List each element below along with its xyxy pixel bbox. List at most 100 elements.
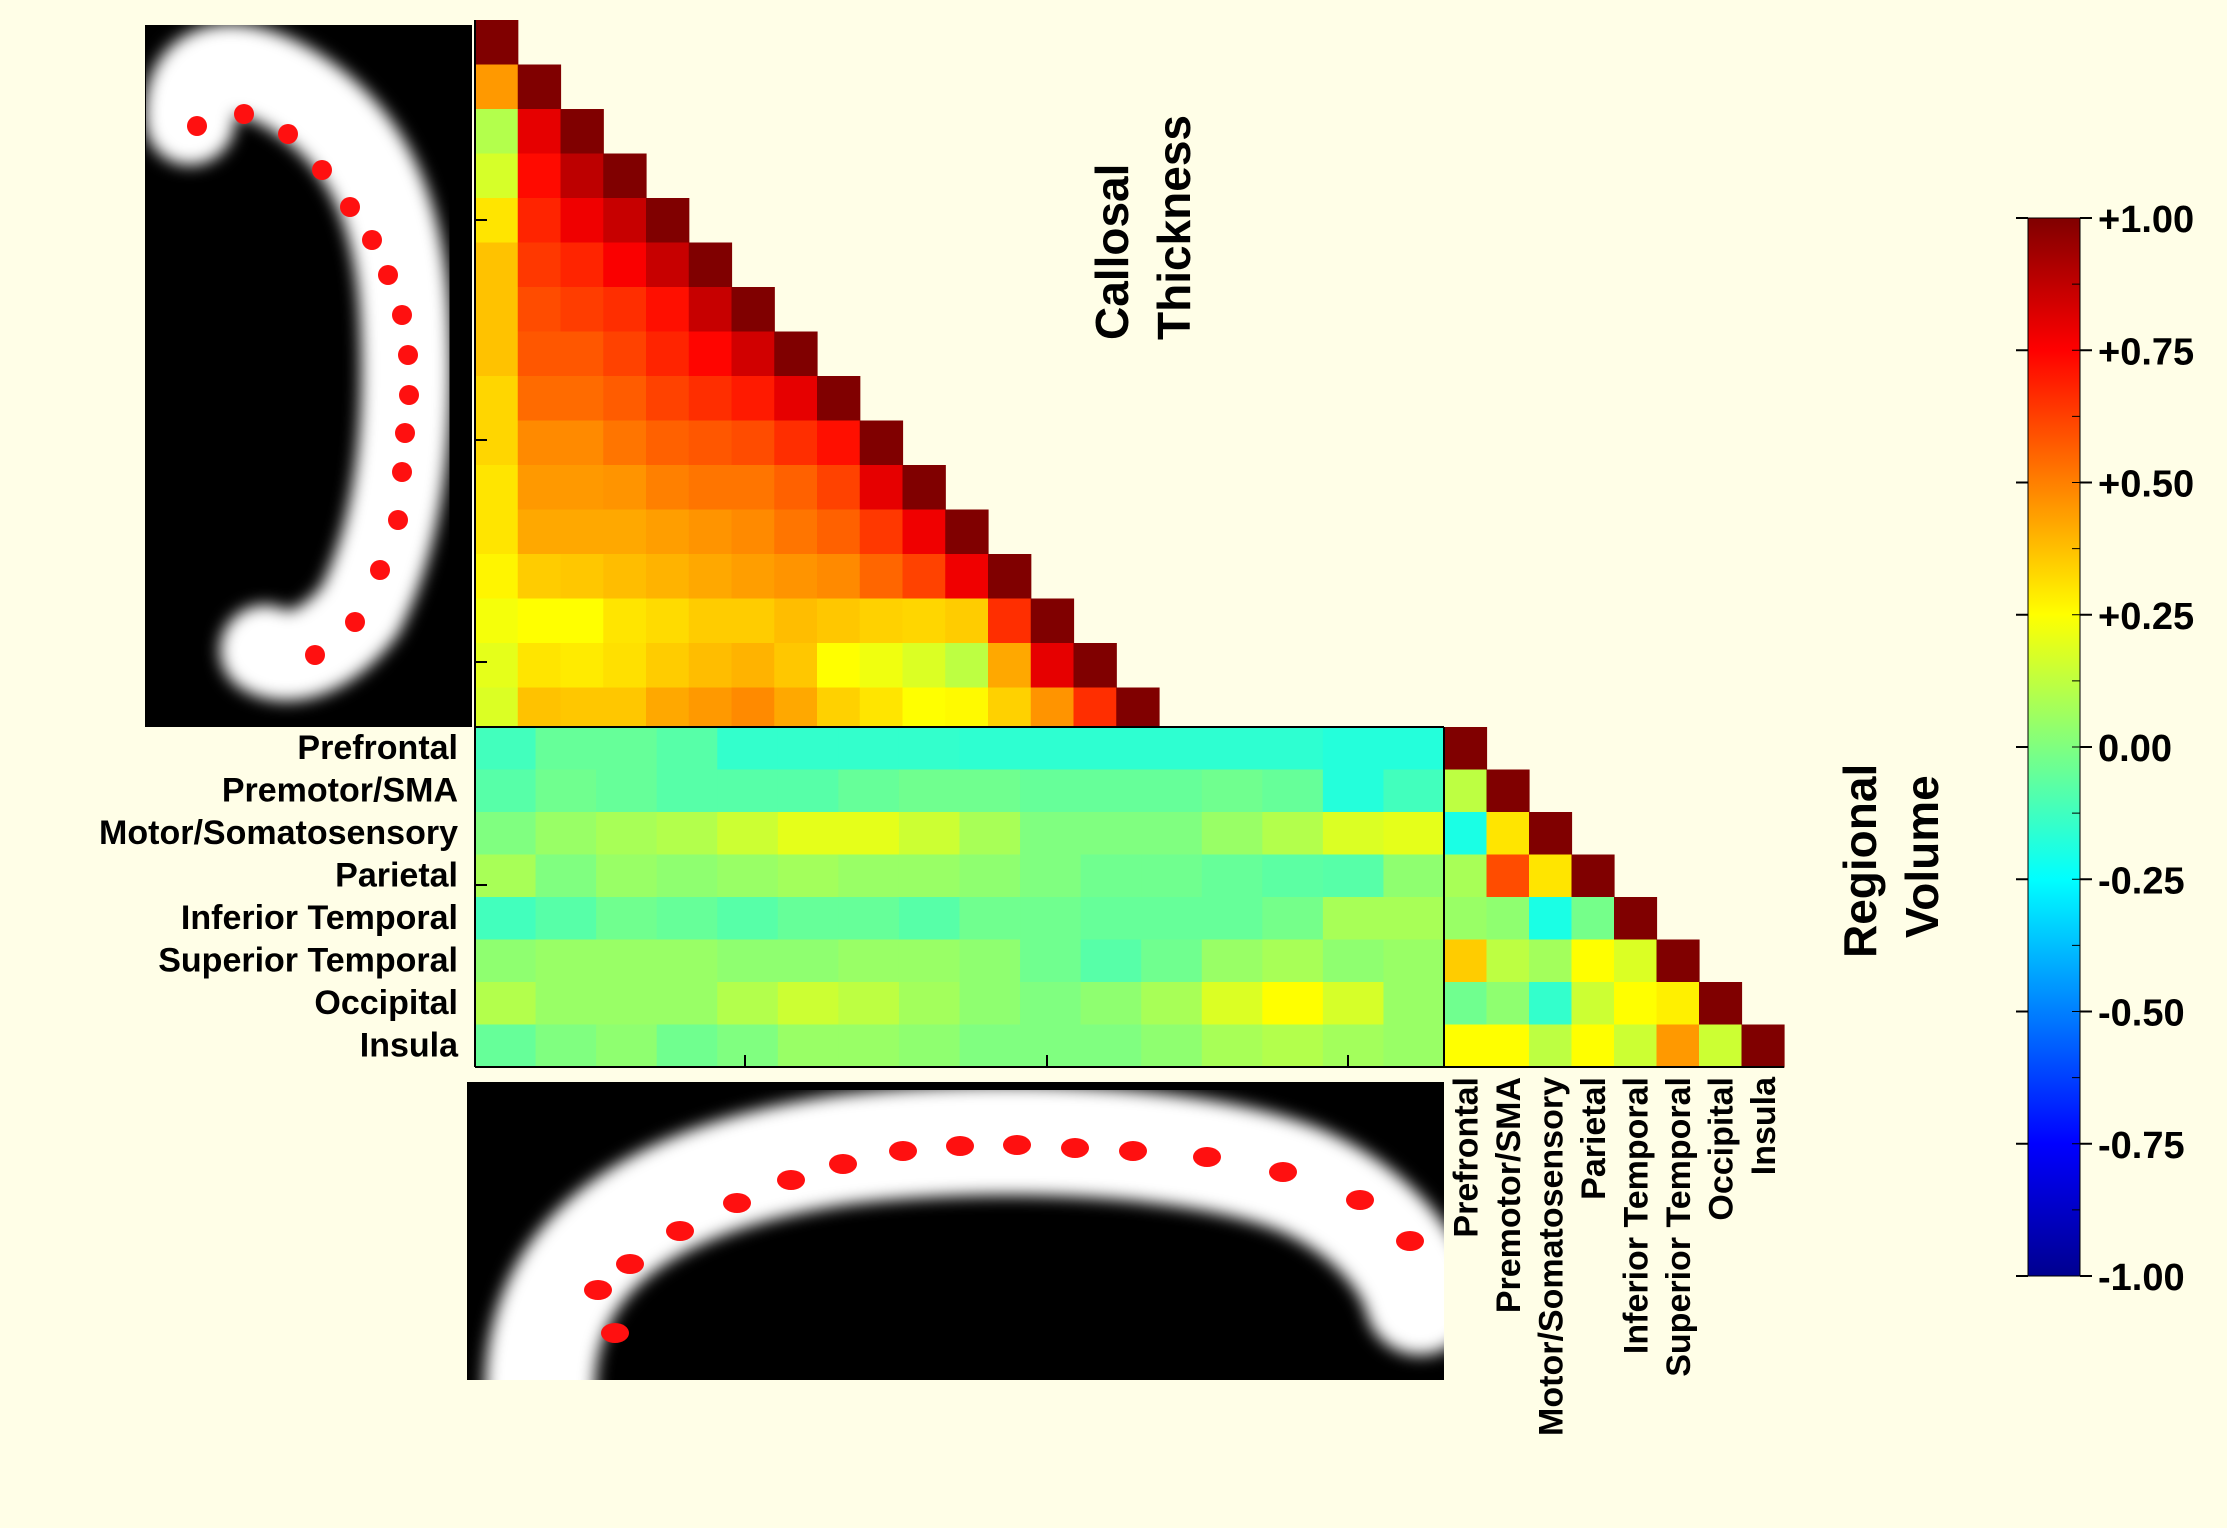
cell-cross-0-4 <box>717 727 779 771</box>
cell-regional-6-5 <box>1656 982 1700 1026</box>
cell-cross-7-14 <box>1322 1024 1385 1068</box>
colorbar-label-7: -0.75 <box>2098 1125 2185 1167</box>
cell-callosal-10-0 <box>475 465 519 511</box>
cell-cross-2-1 <box>535 812 597 856</box>
cell-callosal-2-0 <box>475 109 519 155</box>
cell-cross-6-3 <box>656 982 718 1026</box>
cell-callosal-5-4 <box>646 242 690 288</box>
cell-cross-1-13 <box>1262 769 1324 813</box>
cell-cross-2-10 <box>1080 812 1142 856</box>
cell-callosal-7-5 <box>688 331 733 377</box>
cell-callosal-4-2 <box>560 198 604 244</box>
cell-cross-7-7 <box>898 1024 961 1068</box>
cell-callosal-1-1 <box>517 64 562 110</box>
cell-cross-3-15 <box>1383 854 1445 898</box>
cell-callosal-8-1 <box>517 376 562 422</box>
cell-cross-1-8 <box>959 769 1021 813</box>
cell-regional-5-2 <box>1529 939 1573 983</box>
sample-points-bottom <box>584 1135 1424 1343</box>
cell-cross-7-5 <box>777 1024 839 1068</box>
cell-callosal-6-1 <box>517 287 562 333</box>
cell-callosal-12-1 <box>517 554 562 600</box>
row-label-0: Prefrontal <box>297 729 458 767</box>
cell-callosal-10-4 <box>646 465 690 511</box>
cell-callosal-14-9 <box>859 643 904 689</box>
regional-title-line-1: Regional <box>1834 764 1886 958</box>
cell-callosal-8-8 <box>817 376 861 422</box>
cell-cross-2-9 <box>1020 812 1082 856</box>
cell-callosal-5-3 <box>603 242 647 288</box>
cell-regional-7-7 <box>1741 1024 1785 1068</box>
cell-cross-4-2 <box>596 897 658 941</box>
cell-cross-6-2 <box>596 982 658 1026</box>
cell-callosal-6-2 <box>560 287 604 333</box>
cell-callosal-8-2 <box>560 376 604 422</box>
cell-cross-2-8 <box>959 812 1021 856</box>
sample-dot-bottom-5 <box>777 1170 805 1190</box>
cell-cross-5-5 <box>777 939 839 983</box>
sample-points-left <box>187 104 419 665</box>
cell-cross-4-9 <box>1020 897 1082 941</box>
cell-callosal-3-3 <box>603 153 647 199</box>
cell-callosal-15-11 <box>945 687 989 733</box>
cell-regional-5-3 <box>1571 939 1615 983</box>
cell-cross-1-9 <box>1020 769 1082 813</box>
cell-regional-2-1 <box>1486 812 1530 856</box>
cell-callosal-15-7 <box>774 687 818 733</box>
cell-callosal-7-0 <box>475 331 519 377</box>
cell-callosal-13-13 <box>1030 598 1075 644</box>
cell-regional-6-4 <box>1614 982 1658 1026</box>
cell-callosal-8-7 <box>774 376 818 422</box>
cell-callosal-14-14 <box>1073 643 1117 689</box>
sample-dot-left-10 <box>395 423 415 443</box>
cell-cross-1-6 <box>838 769 900 813</box>
cell-cross-6-11 <box>1141 982 1203 1026</box>
cell-callosal-13-9 <box>859 598 904 644</box>
cell-callosal-9-4 <box>646 420 690 466</box>
cell-cross-4-0 <box>475 897 537 941</box>
cell-cross-6-4 <box>717 982 779 1026</box>
cell-regional-3-3 <box>1571 854 1615 898</box>
cell-regional-2-0 <box>1444 812 1488 856</box>
sample-dot-bottom-13 <box>1269 1162 1297 1182</box>
cell-cross-3-4 <box>717 854 779 898</box>
cell-callosal-7-4 <box>646 331 690 377</box>
cell-cross-0-12 <box>1201 727 1263 771</box>
cell-regional-7-3 <box>1571 1024 1615 1068</box>
cell-cross-7-1 <box>535 1024 597 1068</box>
cell-callosal-5-2 <box>560 242 604 288</box>
cell-callosal-14-3 <box>603 643 647 689</box>
sample-dot-bottom-8 <box>946 1136 974 1156</box>
cell-callosal-9-9 <box>859 420 904 466</box>
cell-callosal-13-11 <box>945 598 989 644</box>
cell-cross-2-15 <box>1383 812 1445 856</box>
colorbar-label-0: +1.00 <box>2098 199 2194 241</box>
callosal-thickness-title: Callosal Thickness <box>1086 115 1200 340</box>
cell-callosal-4-3 <box>603 198 647 244</box>
cell-callosal-12-3 <box>603 554 647 600</box>
cell-cross-4-15 <box>1383 897 1445 941</box>
cell-regional-4-3 <box>1571 897 1615 941</box>
cell-regional-1-1 <box>1486 769 1530 813</box>
cell-cross-3-11 <box>1141 854 1203 898</box>
colorbar-label-4: 0.00 <box>2098 728 2172 770</box>
cell-cross-2-4 <box>717 812 779 856</box>
cell-callosal-7-7 <box>774 331 818 377</box>
sample-dot-left-5 <box>362 230 382 250</box>
cell-callosal-9-0 <box>475 420 519 466</box>
cell-regional-5-0 <box>1444 939 1488 983</box>
cell-cross-0-9 <box>1020 727 1082 771</box>
cell-cross-0-14 <box>1322 727 1385 771</box>
cell-cross-6-14 <box>1322 982 1385 1026</box>
cell-callosal-8-6 <box>731 376 775 422</box>
cell-cross-3-13 <box>1262 854 1324 898</box>
cell-callosal-12-2 <box>560 554 604 600</box>
cell-callosal-11-1 <box>517 509 562 555</box>
cell-regional-7-1 <box>1486 1024 1530 1068</box>
cell-callosal-5-1 <box>517 242 562 288</box>
cell-cross-2-2 <box>596 812 658 856</box>
sample-dot-left-0 <box>187 116 207 136</box>
cell-cross-6-13 <box>1262 982 1324 1026</box>
cell-callosal-12-5 <box>688 554 733 600</box>
cell-cross-5-12 <box>1201 939 1263 983</box>
